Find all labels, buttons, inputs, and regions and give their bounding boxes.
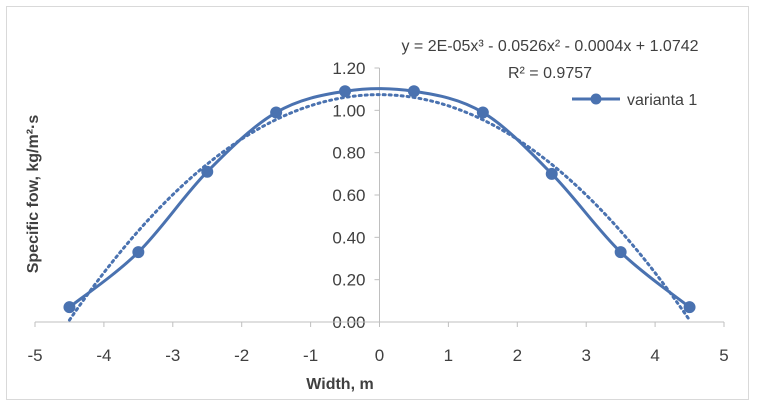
legend-label: varianta 1: [627, 92, 697, 109]
y-tick-label: 0.20: [332, 271, 365, 290]
data-point: [476, 106, 489, 119]
data-point: [683, 301, 696, 314]
x-axis-title: Width, m: [306, 376, 373, 393]
y-tick-label: 0.60: [332, 186, 365, 205]
data-point: [270, 106, 283, 119]
series-line-varianta-1: [68, 87, 691, 309]
data-point: [614, 246, 627, 259]
x-tick-label: -3: [165, 346, 180, 365]
x-tick-label: -1: [303, 346, 318, 365]
y-tick-label: 1.00: [332, 101, 365, 120]
chart-area: [6, 6, 749, 400]
data-point: [132, 246, 145, 259]
data-point: [407, 85, 420, 98]
x-tick-label: -4: [96, 346, 111, 365]
x-tick-label: 1: [444, 346, 453, 365]
y-tick-label: 0.40: [332, 228, 365, 247]
x-tick-label: -5: [27, 346, 42, 365]
data-point: [201, 165, 214, 178]
x-tick-label: 2: [513, 346, 522, 365]
x-tick-label: 4: [650, 346, 659, 365]
x-tick-label: 3: [581, 346, 590, 365]
data-point: [63, 301, 76, 314]
x-tick-label: 0: [375, 346, 384, 365]
y-tick-label: 1.20: [332, 59, 365, 78]
x-tick-label: -2: [234, 346, 249, 365]
y-tick-label: 0.80: [332, 144, 365, 163]
x-tick-label: 5: [719, 346, 728, 365]
y-axis-title: Specific fow, kg/m²·s: [25, 115, 42, 274]
trendline-equation: y = 2E-05x³ - 0.0526x² - 0.0004x + 1.074…: [401, 38, 698, 55]
data-point: [545, 167, 558, 180]
legend: varianta 1: [572, 92, 697, 109]
y-tick-marks: [374, 67, 380, 323]
x-tick-marks: [34, 322, 725, 327]
trendline-polynomial: [67, 93, 692, 322]
x-tick-labels: -5 -4 -3 -2 -1 0 1 2 3 4 5: [27, 346, 728, 365]
data-point: [339, 85, 352, 98]
series-markers: [63, 85, 696, 314]
legend-marker-icon: [590, 93, 602, 105]
trendline-r-squared: R² = 0.9757: [508, 65, 592, 82]
